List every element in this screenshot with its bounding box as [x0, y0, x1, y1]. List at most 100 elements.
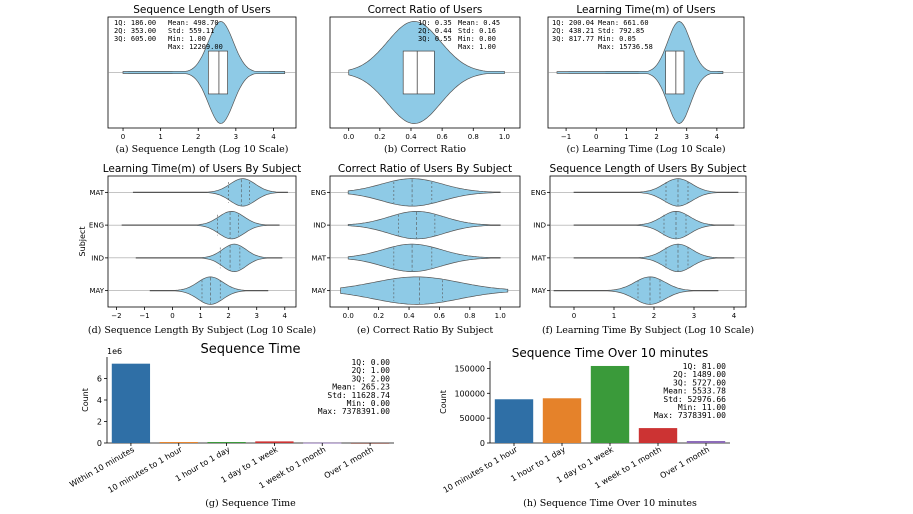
box-iqr: [665, 50, 685, 95]
bar: [638, 428, 678, 443]
stat-text: 3Q: 817.77: [552, 35, 594, 43]
panel-f-frame: [549, 175, 747, 308]
panel-h: Sequence Time Over 10 minutes (h) Sequenc…: [439, 346, 730, 509]
y-axis-label: Subject: [78, 227, 87, 257]
x-tick-label: 0: [594, 133, 598, 141]
y-tick-label: IND: [91, 254, 104, 262]
stat-text: Std: 11628.74: [327, 391, 390, 400]
chart-title: Sequence Length of Users: [133, 4, 271, 16]
y-tick-label: ENG: [531, 189, 546, 197]
x-tick-label: 3: [692, 312, 696, 320]
y-tick-label: 100000: [454, 389, 485, 398]
y-offset-label: 1e6: [107, 347, 122, 356]
violin-body: [121, 211, 280, 240]
y-tick-label: 6: [97, 375, 102, 384]
stat-text: Min: 0.05: [598, 35, 636, 43]
y-axis-label: Count: [81, 388, 90, 412]
bar: [111, 363, 151, 443]
bar: [590, 365, 630, 443]
x-tick-label: 1: [624, 133, 628, 141]
chart-title: Sequence Length of Users By Subject: [550, 163, 747, 175]
x-tick-label: 0.8: [468, 133, 479, 141]
chart-title: Learning Time(m) of Users By Subject: [103, 163, 302, 175]
x-tick-label: 1.0: [499, 133, 510, 141]
stat-text: Max: 1.00: [458, 43, 496, 51]
violin-mat: [108, 178, 296, 207]
violin-body: [347, 211, 501, 240]
x-tick-label: 2: [196, 133, 200, 141]
y-tick-label: ENG: [311, 189, 326, 197]
stat-text: Mean: 0.45: [458, 19, 500, 27]
stat-text: Max: 15736.58: [598, 43, 653, 51]
x-tick-label: −1: [561, 133, 571, 141]
stat-text: Std: 559.11: [168, 27, 214, 35]
violin-eng: [550, 178, 746, 207]
violin-main: [548, 21, 744, 124]
x-tick-label: 0.2: [374, 133, 385, 141]
y-tick-label: MAY: [531, 287, 546, 295]
y-tick-label: MAY: [89, 287, 104, 295]
x-tick-label: 3: [234, 133, 238, 141]
y-tick-label: MAY: [311, 287, 326, 295]
stat-text: Max: 12209.00: [168, 43, 223, 51]
panel-f: Sequence Length of Users By Subject (f) L…: [531, 163, 754, 336]
x-tick-label: 2: [652, 312, 656, 320]
box-iqr: [208, 50, 228, 95]
panel-a: Sequence Length of Users (a) Sequence Len…: [107, 4, 297, 155]
violin-body: [122, 21, 286, 124]
violin-body: [132, 178, 288, 207]
x-tick-label: 0.6: [434, 312, 446, 320]
x-tick-label: 0.2: [373, 312, 384, 320]
violin-ind: [330, 211, 520, 240]
x-tick-label: 4: [715, 133, 720, 141]
stat-text: 2Q: 353.00: [114, 27, 156, 35]
x-tick-label: 4: [732, 312, 737, 320]
x-tick-label: 0: [170, 312, 174, 320]
chart-title: Sequence Time: [200, 342, 300, 357]
stat-text: 3Q: 2.00: [351, 374, 390, 383]
panel-d: Learning Time(m) of Users By Subject (d) …: [78, 163, 316, 336]
panel-b: Correct Ratio of Users(b) Correct Ratio0…: [329, 4, 521, 155]
x-tick-label: −1: [139, 312, 149, 320]
x-tick-label: 4: [271, 133, 276, 141]
bar: [542, 398, 582, 443]
stat-text: 3Q: 605.00: [114, 35, 156, 43]
x-tick-label: 10 minutes to 1 hour: [442, 445, 520, 495]
stat-text: 1Q: 0.35: [418, 19, 452, 27]
violin-body: [573, 211, 735, 240]
x-tick-label: 0.0: [343, 133, 354, 141]
stat-text: 2Q: 0.44: [418, 27, 452, 35]
stat-text: Mean: 661.60: [598, 19, 649, 27]
y-tick-label: ENG: [89, 222, 104, 230]
stat-text: 1Q: 0.00: [351, 358, 390, 367]
chart-title: Sequence Time Over 10 minutes: [512, 346, 709, 360]
violin-body: [553, 276, 719, 305]
stat-text: 3Q: 0.55: [418, 35, 452, 43]
x-tick-label: 0.8: [464, 312, 475, 320]
chart-title: Correct Ratio of Users: [368, 4, 483, 16]
y-tick-label: IND: [533, 222, 546, 230]
stat-text: Mean: 265.23: [332, 383, 390, 392]
x-tick-label: Over 1 month: [659, 445, 711, 480]
chart-caption: (a) Sequence Length (Log 10 Scale): [115, 144, 288, 155]
y-tick-label: MAT: [311, 254, 326, 262]
panel-e: Correct Ratio of Users By Subject (e) Cor…: [311, 163, 521, 336]
violin-eng: [330, 178, 520, 207]
chart-caption: (d) Sequence Length By Subject (Log 10 S…: [88, 325, 316, 336]
stat-text: Min: 11.00: [678, 403, 726, 412]
violin-mat: [550, 243, 746, 272]
x-tick-label: 0: [121, 133, 125, 141]
x-tick-label: 1: [612, 312, 616, 320]
stat-text: 1Q: 186.00: [114, 19, 156, 27]
y-tick-label: MAT: [89, 189, 104, 197]
panel-e-frame: [329, 175, 521, 308]
x-tick-label: 3: [684, 133, 688, 141]
panel-d-frame: [107, 175, 297, 308]
y-tick-label: 50000: [460, 414, 485, 423]
violin-body: [573, 243, 735, 272]
bar: [255, 441, 294, 443]
x-tick-label: 2: [226, 312, 230, 320]
stat-text: Max: 7378391.00: [654, 411, 726, 420]
stat-text: 2Q: 1.00: [351, 366, 390, 375]
stat-text: Min: 0.00: [458, 35, 496, 43]
